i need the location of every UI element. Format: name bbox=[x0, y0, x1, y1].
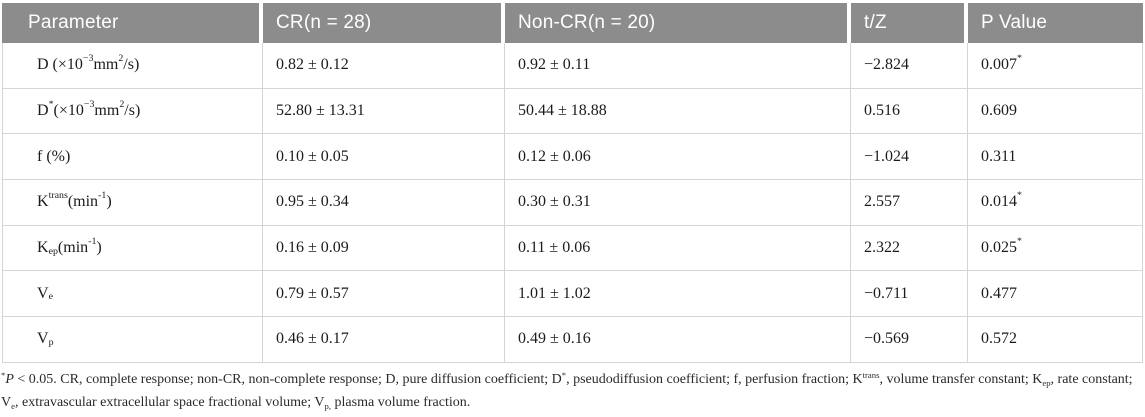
cell-p-value: 0.014 * bbox=[968, 180, 1143, 226]
column-header-parameter: Parameter bbox=[2, 3, 263, 43]
cell-parameter: D * (×10 −3 mm 2/s) bbox=[2, 88, 263, 135]
column-header-cr: CR(n = 28) bbox=[263, 3, 505, 43]
cell-cr: 0.79 ± 0.57 bbox=[263, 271, 505, 318]
cell-p-value: 0.025 * bbox=[968, 225, 1143, 272]
cell-cr: 0.46 ± 0.17 bbox=[263, 317, 505, 363]
cell-p-value: 0.609 bbox=[968, 88, 1143, 135]
cell-non-cr: 50.44 ± 18.88 bbox=[505, 88, 851, 135]
cell-tz: 0.516 bbox=[851, 88, 968, 135]
cell-tz: −2.824 bbox=[851, 43, 968, 89]
cell-non-cr: 1.01 ± 1.02 bbox=[505, 271, 851, 318]
column-header-p-value: P Value bbox=[968, 3, 1143, 43]
cell-cr: 0.10 ± 0.05 bbox=[263, 134, 505, 181]
cell-tz: −0.711 bbox=[851, 271, 968, 318]
table-footnote: *P < 0.05. CR, complete response; non-CR… bbox=[1, 369, 1133, 412]
cell-cr: 52.80 ± 13.31 bbox=[263, 88, 505, 135]
cell-non-cr: 0.12 ± 0.06 bbox=[505, 134, 851, 181]
cell-parameter: f (%) bbox=[2, 134, 263, 181]
cell-p-value: 0.311 bbox=[968, 134, 1143, 181]
cell-cr: 0.82 ± 0.12 bbox=[263, 43, 505, 89]
cell-tz: 2.322 bbox=[851, 225, 968, 272]
table-header-row: Parameter CR(n = 28) Non-CR(n = 20) t/Z … bbox=[2, 3, 1143, 43]
cell-non-cr: 0.92 ± 0.11 bbox=[505, 43, 851, 89]
parameters-table: Parameter CR(n = 28) Non-CR(n = 20) t/Z … bbox=[2, 3, 1143, 363]
cell-non-cr: 0.11 ± 0.06 bbox=[505, 225, 851, 272]
cell-non-cr: 0.30 ± 0.31 bbox=[505, 180, 851, 226]
cell-p-value: 0.007 * bbox=[968, 43, 1143, 89]
cell-cr: 0.16 ± 0.09 bbox=[263, 225, 505, 272]
cell-tz: −0.569 bbox=[851, 317, 968, 363]
cell-p-value: 0.572 bbox=[968, 317, 1143, 363]
cell-tz: −1.024 bbox=[851, 134, 968, 181]
column-header-tz: t/Z bbox=[851, 3, 968, 43]
cell-tz: 2.557 bbox=[851, 180, 968, 226]
column-header-non-cr: Non-CR(n = 20) bbox=[505, 3, 851, 43]
cell-cr: 0.95 ± 0.34 bbox=[263, 180, 505, 226]
cell-parameter: D (×10 −3 mm 2/s) bbox=[2, 43, 263, 89]
cell-non-cr: 0.49 ± 0.16 bbox=[505, 317, 851, 363]
cell-p-value: 0.477 bbox=[968, 271, 1143, 318]
table-body: D (×10 −3 mm 2/s) 0.82 ± 0.12 0.92 ± 0.11 … bbox=[2, 43, 1143, 363]
